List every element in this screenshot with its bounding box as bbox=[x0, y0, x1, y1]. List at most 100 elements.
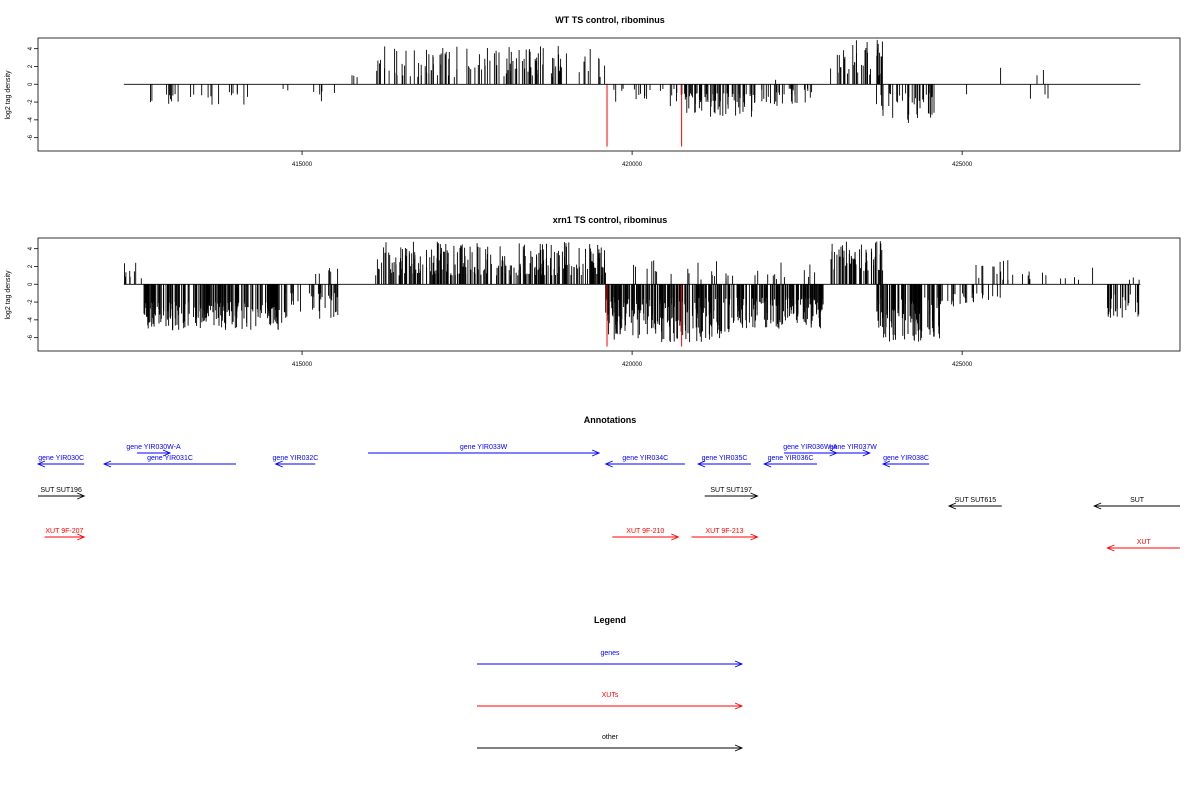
plot-frame bbox=[37, 237, 1181, 352]
y-tick-label: -6 bbox=[28, 134, 34, 140]
y-tick-label: 2 bbox=[28, 264, 34, 268]
annotation-items: gene YIR030W-A gene YIR030C gene YIR031C ge… bbox=[36, 444, 1180, 552]
xut-annotation-label: XUT bbox=[1137, 539, 1152, 546]
gene-annotation-arrow bbox=[836, 449, 871, 457]
y-tick-label: 2 bbox=[28, 64, 34, 68]
gene-annotation-label: gene YIR037W bbox=[830, 444, 878, 451]
legend-entry-label: XUTs bbox=[602, 692, 619, 699]
plot-frame bbox=[37, 37, 1181, 152]
gene-annotation-label: gene YIR038C bbox=[883, 455, 929, 462]
gene-annotation-arrow bbox=[368, 449, 601, 457]
annotation-arrowhead bbox=[696, 460, 706, 468]
gene-annotation-arrow bbox=[762, 460, 817, 468]
annotation-arrowhead bbox=[671, 533, 680, 541]
y-tick-label: -2 bbox=[28, 99, 34, 105]
xut-annotation-arrow bbox=[691, 533, 759, 541]
annotation-arrowhead bbox=[77, 492, 86, 500]
other-annotation-arrow bbox=[947, 502, 1002, 510]
gene-annotation-arrow bbox=[102, 460, 237, 468]
y-tick-label: -4 bbox=[28, 117, 34, 123]
gene-annotation-arrow bbox=[604, 460, 685, 468]
gene-annotation-label: gene YIR030C bbox=[38, 455, 84, 462]
bar-group bbox=[150, 39, 1049, 147]
gene-annotation-label: gene YIR032C bbox=[273, 455, 319, 462]
axes: 4 2 0 -2 -4 -6 415000 420000 425000 bbox=[28, 246, 1141, 368]
panel-wt: WT TS control, ribominus log2 tag densit… bbox=[5, 15, 1181, 168]
xut-annotation-label: XUT 9F-207 bbox=[45, 528, 83, 535]
annotation-arrowhead bbox=[591, 449, 601, 457]
xut-annotation-arrow bbox=[44, 533, 86, 541]
gene-annotation-arrow bbox=[274, 460, 316, 468]
annotation-arrowhead bbox=[881, 460, 891, 468]
gene-annotation-label: gene YIR031C bbox=[147, 455, 193, 462]
annotation-arrowhead bbox=[77, 533, 86, 541]
y-tick-label: 0 bbox=[28, 282, 34, 286]
gene-annotation-arrow bbox=[696, 460, 751, 468]
other-annotation-arrow bbox=[704, 492, 759, 500]
axes: 4 2 0 -2 -4 -6 415000 420000 425000 bbox=[28, 46, 1141, 168]
annotation-arrowhead bbox=[750, 533, 759, 541]
x-tick-label: 420000 bbox=[622, 162, 643, 168]
other-annotation-label: SUT SUT197 bbox=[710, 487, 752, 494]
gene-annotation-label: gene YIR036C bbox=[768, 455, 814, 462]
xut-annotation-label: XUT 9F-213 bbox=[706, 528, 744, 535]
other-annotation-label: SUT SUT196 bbox=[40, 487, 82, 494]
legend-entry-label: other bbox=[602, 734, 619, 741]
gene-annotation-label: gene YIR035C bbox=[702, 455, 748, 462]
annotation-arrowhead bbox=[947, 502, 957, 510]
gene-annotation-label: gene YIR033W bbox=[460, 444, 508, 451]
gene-annotation-label: gene YIR036W-A bbox=[783, 444, 838, 451]
annotation-arrowhead bbox=[274, 460, 283, 468]
chart-title: WT TS control, ribominus bbox=[555, 15, 665, 25]
y-tick-label: 4 bbox=[28, 46, 34, 50]
y-axis-label: log2 tag density bbox=[5, 70, 12, 120]
annotation-arrowhead bbox=[762, 460, 772, 468]
annotation-arrowhead bbox=[734, 702, 744, 710]
annotation-arrowhead bbox=[750, 492, 759, 500]
annotation-arrowhead bbox=[102, 460, 112, 468]
annotation-arrowhead bbox=[604, 460, 613, 468]
annotation-arrowhead bbox=[1093, 502, 1102, 510]
legend: Legend genes XUTs other bbox=[477, 615, 744, 752]
gene-annotation-label: gene YIR034C bbox=[622, 455, 668, 462]
y-tick-label: 4 bbox=[28, 246, 34, 250]
other-annotation-label: SUT bbox=[1130, 497, 1145, 504]
gene-annotation-arrow bbox=[137, 449, 172, 457]
legend-arrow bbox=[477, 702, 744, 710]
y-axis-label: log2 tag density bbox=[5, 270, 12, 320]
gene-annotation-arrow bbox=[36, 460, 85, 468]
gene-annotation-arrow bbox=[881, 460, 930, 468]
y-tick-label: -6 bbox=[28, 334, 34, 340]
y-tick-label: -4 bbox=[28, 317, 34, 323]
x-tick-label: 415000 bbox=[292, 362, 313, 368]
x-tick-label: 425000 bbox=[952, 362, 973, 368]
legend-entry-label: genes bbox=[600, 650, 620, 657]
annotation-arrowhead bbox=[1106, 544, 1115, 552]
annotation-arrowhead bbox=[862, 449, 871, 457]
y-tick-label: 0 bbox=[28, 82, 34, 86]
y-tick-label: -2 bbox=[28, 299, 34, 305]
annotation-arrowhead bbox=[36, 460, 46, 468]
legend-arrow bbox=[477, 744, 744, 752]
annotations-title: Annotations bbox=[584, 415, 637, 425]
legend-title: Legend bbox=[594, 615, 626, 625]
panel-xrn1: xrn1 TS control, ribominus log2 tag dens… bbox=[5, 215, 1181, 368]
legend-entries: genes XUTs other bbox=[477, 650, 744, 752]
x-tick-label: 425000 bbox=[952, 162, 973, 168]
bar-group bbox=[124, 241, 1140, 347]
annotation-arrowhead bbox=[734, 744, 744, 752]
xut-annotation-label: XUT 9F-210 bbox=[626, 528, 664, 535]
chart-title: xrn1 TS control, ribominus bbox=[553, 215, 668, 225]
annotation-arrowhead bbox=[162, 449, 172, 457]
xut-annotation-arrow bbox=[612, 533, 680, 541]
annotation-arrowhead bbox=[734, 660, 744, 668]
gene-annotation-label: gene YIR030W-A bbox=[126, 444, 181, 451]
other-annotation-label: SUT SUT615 bbox=[955, 497, 997, 504]
legend-arrow bbox=[477, 660, 744, 668]
x-tick-label: 420000 bbox=[622, 362, 643, 368]
other-annotation-arrow bbox=[1093, 502, 1180, 510]
other-annotation-arrow bbox=[38, 492, 86, 500]
xut-annotation-arrow bbox=[1106, 544, 1180, 552]
